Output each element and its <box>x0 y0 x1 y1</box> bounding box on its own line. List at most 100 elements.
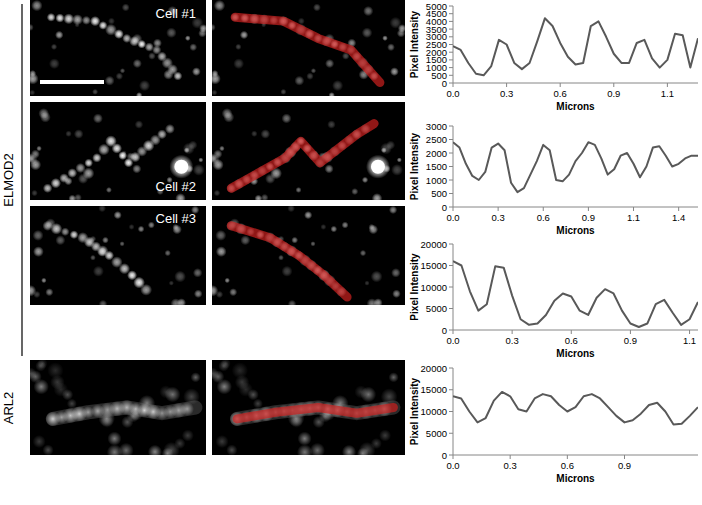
puncta <box>351 188 358 195</box>
x-tick-label: 1.1 <box>683 335 696 346</box>
x-tick <box>543 207 544 211</box>
puncta <box>31 190 38 197</box>
puncta <box>332 80 343 91</box>
puncta <box>261 194 269 200</box>
x-tick <box>498 207 499 211</box>
puncta <box>165 387 181 403</box>
puncta <box>391 164 403 176</box>
plot-data <box>453 261 698 327</box>
chart: 050001000015000200000.00.30.60.91.1Micro… <box>409 239 698 360</box>
y-tick <box>449 6 453 7</box>
y-tick <box>449 411 453 412</box>
puncta <box>379 429 391 441</box>
panel-background <box>212 360 405 455</box>
puncta <box>162 448 173 455</box>
x-tick-label: 1.4 <box>672 212 685 223</box>
y-tick-label: 0 <box>442 202 447 213</box>
puncta <box>363 6 373 16</box>
x-tick <box>689 330 690 334</box>
y-axis-title: Pixel Intensity <box>409 377 420 445</box>
puncta <box>291 237 298 244</box>
puncta <box>278 255 284 261</box>
puncta <box>129 224 135 230</box>
y-tick <box>449 75 453 76</box>
x-tick <box>667 83 668 87</box>
y-tick-label: 15000 <box>421 384 447 395</box>
puncta <box>212 90 217 96</box>
puncta <box>280 89 286 95</box>
x-tick-label: 0.0 <box>446 460 459 471</box>
puncta <box>74 194 82 200</box>
cell-label: Cell #3 <box>156 211 196 226</box>
puncta <box>132 164 141 173</box>
plot-data <box>453 142 698 192</box>
panel-background <box>212 206 405 305</box>
y-tick <box>449 455 453 456</box>
cell-label: Cell #1 <box>156 6 196 21</box>
y-axis-title: Pixel Intensity <box>409 132 420 200</box>
y-tick <box>449 21 453 22</box>
puncta <box>362 27 373 38</box>
x-axis-title: Microns <box>556 225 595 236</box>
x-tick <box>453 83 454 87</box>
y-tick <box>449 166 453 167</box>
puncta <box>61 227 70 236</box>
x-tick <box>453 455 454 459</box>
puncta <box>55 31 63 39</box>
x-tick-label: 0.9 <box>618 460 631 471</box>
puncta <box>166 27 177 38</box>
puncta <box>373 298 382 305</box>
x-tick-label: 0.0 <box>446 335 459 346</box>
puncta <box>165 124 175 134</box>
puncta <box>182 429 194 441</box>
puncta <box>184 147 190 153</box>
puncta <box>296 187 302 193</box>
puncta <box>325 164 334 173</box>
x-tick-label: 0.3 <box>504 460 517 471</box>
puncta <box>185 35 191 41</box>
x-tick-label: 0.6 <box>537 212 550 223</box>
puncta <box>93 266 104 277</box>
puncta <box>193 268 202 277</box>
trace-line <box>231 226 347 297</box>
panel-background <box>30 360 206 455</box>
panel-background <box>30 206 206 305</box>
puncta <box>226 445 237 455</box>
chart: 0500100015002000250030000.00.30.60.91.11… <box>409 121 698 237</box>
y-tick <box>449 180 453 181</box>
puncta <box>311 68 316 73</box>
y-tick-label: 1000 <box>426 175 447 186</box>
y-tick-label: 500 <box>431 188 447 199</box>
y-tick-label: 15000 <box>421 260 447 271</box>
puncta <box>75 163 85 173</box>
x-tick <box>678 207 679 211</box>
puncta <box>265 174 275 184</box>
image-panel <box>25 359 206 460</box>
puncta <box>180 402 194 416</box>
puncta <box>51 223 63 235</box>
y-tick <box>449 389 453 390</box>
puncta <box>328 92 334 96</box>
y-tick-label: 2000 <box>426 148 447 159</box>
puncta <box>251 131 257 137</box>
puncta <box>221 360 231 369</box>
puncta <box>99 300 107 305</box>
panel-content <box>30 360 201 455</box>
puncta <box>342 445 356 455</box>
x-axis <box>453 330 698 331</box>
y-tick <box>449 287 453 288</box>
puncta <box>214 190 221 197</box>
puncta <box>235 44 241 50</box>
image-panel <box>207 359 405 460</box>
puncta <box>55 235 65 245</box>
y-tick <box>449 126 453 127</box>
x-tick-label: 0.9 <box>607 88 620 99</box>
puncta <box>70 230 79 239</box>
puncta <box>361 387 377 403</box>
x-tick-label: 0.3 <box>492 212 505 223</box>
x-tick-label: 0.3 <box>506 335 519 346</box>
y-axis-title: Pixel Intensity <box>409 10 420 78</box>
puncta <box>148 222 155 229</box>
puncta <box>172 225 182 235</box>
y-tick <box>449 193 453 194</box>
